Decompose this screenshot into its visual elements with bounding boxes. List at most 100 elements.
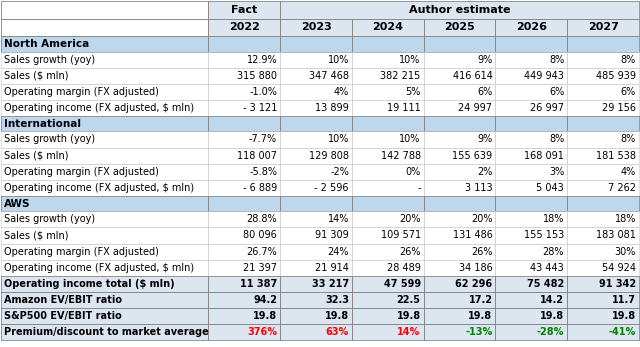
Bar (495, 211, 567, 227)
Bar (567, 308, 639, 324)
Bar (424, 36, 495, 51)
Text: 9%: 9% (477, 134, 492, 144)
Text: -: - (417, 183, 420, 193)
Text: 5%: 5% (405, 87, 420, 97)
Bar (567, 180, 639, 196)
Bar (280, 68, 352, 84)
Bar (495, 84, 567, 100)
Text: 18%: 18% (543, 214, 564, 225)
Bar (424, 116, 495, 132)
Text: 14.2: 14.2 (540, 295, 564, 305)
Bar (209, 324, 280, 340)
Bar (424, 68, 495, 84)
Text: -13%: -13% (465, 327, 492, 337)
Bar (280, 116, 352, 132)
Bar (352, 116, 424, 132)
Text: 30%: 30% (614, 247, 636, 256)
Bar (1, 18, 209, 36)
Bar (209, 147, 280, 163)
Text: -5.8%: -5.8% (249, 167, 277, 177)
Bar (1, 36, 209, 51)
Text: Sales ($ mln): Sales ($ mln) (4, 71, 68, 81)
Bar (209, 227, 280, 244)
Bar (352, 211, 424, 227)
Text: 6%: 6% (621, 87, 636, 97)
Text: -41%: -41% (609, 327, 636, 337)
Bar (280, 18, 352, 36)
Bar (280, 324, 352, 340)
Text: 62 296: 62 296 (455, 279, 492, 289)
Bar (567, 147, 639, 163)
Text: 7 262: 7 262 (608, 183, 636, 193)
Text: 63%: 63% (326, 327, 349, 337)
Text: 19.8: 19.8 (324, 311, 349, 321)
Bar (567, 84, 639, 100)
Bar (567, 292, 639, 308)
Text: 8%: 8% (621, 54, 636, 65)
Text: Operating margin (FX adjusted): Operating margin (FX adjusted) (4, 247, 159, 256)
Bar (352, 196, 424, 211)
Text: - 3 121: - 3 121 (243, 103, 277, 113)
Bar (352, 308, 424, 324)
Text: 8%: 8% (621, 134, 636, 144)
Text: 2026: 2026 (516, 22, 547, 32)
Bar (567, 51, 639, 68)
Text: 24%: 24% (328, 247, 349, 256)
Text: 22.5: 22.5 (397, 295, 420, 305)
Bar (495, 180, 567, 196)
Bar (280, 1, 639, 18)
Bar (1, 132, 209, 147)
Text: 28%: 28% (543, 247, 564, 256)
Bar (1, 211, 209, 227)
Text: 8%: 8% (549, 134, 564, 144)
Text: 2024: 2024 (372, 22, 403, 32)
Bar (1, 244, 209, 260)
Bar (209, 308, 280, 324)
Text: AWS: AWS (4, 198, 31, 209)
Bar (352, 324, 424, 340)
Text: 34 186: 34 186 (459, 263, 492, 273)
Bar (209, 260, 280, 276)
Bar (495, 244, 567, 260)
Text: 8%: 8% (549, 54, 564, 65)
Bar (209, 196, 280, 211)
Text: 3%: 3% (549, 167, 564, 177)
Bar (280, 84, 352, 100)
Text: 155 639: 155 639 (452, 151, 492, 161)
Bar (352, 260, 424, 276)
Text: 17.2: 17.2 (468, 295, 492, 305)
Bar (352, 276, 424, 292)
Bar (352, 132, 424, 147)
Bar (495, 18, 567, 36)
Bar (495, 100, 567, 116)
Text: 54 924: 54 924 (602, 263, 636, 273)
Text: 6%: 6% (549, 87, 564, 97)
Text: 4%: 4% (621, 167, 636, 177)
Bar (567, 260, 639, 276)
Bar (567, 132, 639, 147)
Bar (352, 147, 424, 163)
Bar (209, 84, 280, 100)
Text: 416 614: 416 614 (452, 71, 492, 81)
Text: 485 939: 485 939 (596, 71, 636, 81)
Bar (280, 196, 352, 211)
Bar (1, 116, 209, 132)
Text: 382 215: 382 215 (380, 71, 420, 81)
Text: -7.7%: -7.7% (249, 134, 277, 144)
Bar (209, 51, 280, 68)
Text: 3 113: 3 113 (465, 183, 492, 193)
Text: 449 943: 449 943 (524, 71, 564, 81)
Bar (352, 68, 424, 84)
Bar (352, 36, 424, 51)
Bar (567, 18, 639, 36)
Bar (209, 276, 280, 292)
Bar (424, 227, 495, 244)
Bar (567, 227, 639, 244)
Bar (209, 18, 280, 36)
Bar (424, 292, 495, 308)
Bar (1, 292, 209, 308)
Text: 0%: 0% (405, 167, 420, 177)
Bar (1, 260, 209, 276)
Bar (352, 51, 424, 68)
Bar (495, 276, 567, 292)
